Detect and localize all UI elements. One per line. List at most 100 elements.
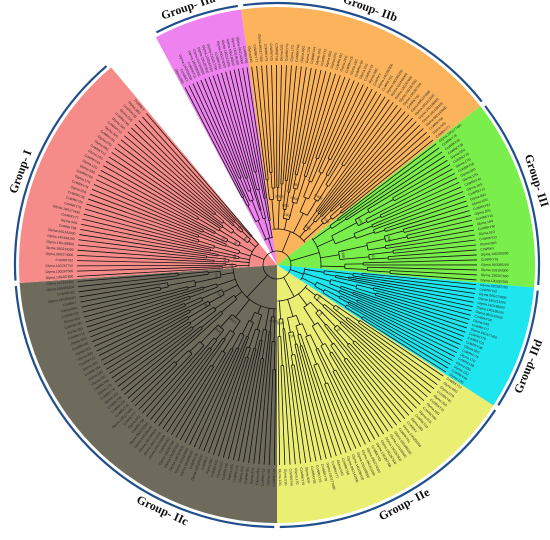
leaf-label: CcWRKY58: [474, 314, 492, 322]
leaf-label: Glyma.09G274000: [45, 252, 73, 257]
leaf-label: CcWRKY: [200, 455, 209, 470]
leaf-label: CcWRKY01: [481, 257, 499, 261]
leaf-label: Glyma.13G267700: [480, 283, 508, 290]
leaf-label: CcWRKY01: [186, 61, 197, 79]
leaf-label: Glyma.03G: [283, 469, 288, 486]
leaf-label: CcWRKY15: [475, 213, 493, 221]
leaf-label: Glyma.11G163300: [481, 268, 509, 273]
leaf-label: Glyma.20G: [474, 208, 492, 216]
support-value: 967: [232, 254, 237, 260]
leaf-label: Glyma.20G: [339, 55, 348, 72]
leaf-label: CcWRKY76: [285, 43, 290, 61]
leaf-label: CcWRKY15: [232, 465, 239, 483]
leaf-label: CcWRKY38: [67, 190, 85, 200]
leaf-label: CcWRKY38: [275, 43, 279, 61]
leaf-label: CcWRKY76: [299, 467, 305, 485]
support-value: 1000: [214, 326, 222, 334]
leaf-label: Glyma.17G: [455, 157, 472, 169]
leaf-label: Glyma.04G: [247, 46, 253, 63]
leaf-label: Glyma.03G: [460, 167, 477, 178]
leaf-label: Glyma.09G274000: [216, 41, 227, 69]
leaf-label: Glyma.06G142000: [48, 228, 76, 236]
leaf-label: Glyma.02G: [463, 344, 480, 354]
leaf-label: Glyma.01G: [358, 62, 369, 79]
support-value: 874: [214, 272, 219, 278]
support-value: 994: [335, 326, 342, 333]
support-value: 874: [334, 306, 341, 313]
leaf-label: Glyma.14G186100: [476, 305, 504, 315]
leaf-label: CcWRKY15: [67, 331, 85, 341]
leaf-label: CcWRKY90: [221, 462, 229, 480]
leaf-label: CcWRKY66: [295, 44, 301, 62]
leaf-label: Glyma.05G: [255, 468, 261, 485]
support-value: 994: [203, 301, 209, 308]
leaf-label: Glyma.15G186500: [46, 240, 74, 247]
leaf-label: CcWRKY62: [370, 445, 382, 463]
leaf-label: CcWRKY81: [72, 341, 90, 351]
leaf-label: Glyma.18G085200: [481, 263, 509, 267]
leaf-label: Glyma.19G177400: [257, 34, 263, 62]
leaf-label: Glyma.12G: [462, 172, 479, 183]
group-label-i: Group- I: [6, 147, 35, 195]
leaf-label: Glyma.11G163300: [46, 280, 74, 286]
leaf-label: Glyma.13G267500: [45, 269, 73, 274]
leaf-label: CcWRKY12: [261, 468, 266, 486]
leaf-label: CcWRKY77: [61, 212, 79, 220]
support-value: 0.935: [228, 316, 237, 324]
leaf-label: CcWRKY78: [320, 464, 328, 482]
leaf-label: Glyma.19G177400: [52, 204, 80, 215]
leaf-label: CcWRKY78: [469, 332, 487, 342]
leaf-label: Glyma.12G: [278, 469, 282, 486]
root-node: [262, 250, 292, 280]
leaf-label: CcWRKY44: [464, 177, 482, 188]
leaf-label: Glyma.15G186500: [477, 301, 505, 310]
leaf-label: CcWRKY33: [479, 235, 497, 241]
leaf-label: CcWRKY90: [477, 224, 495, 231]
leaf-label: CcWRKY33: [210, 459, 219, 477]
leaf-label: CcWRKY77: [253, 44, 259, 62]
leaf-label: CcWRKY12: [320, 48, 328, 66]
leaf-label: Glyma.10G: [82, 360, 99, 372]
support-value: 874: [236, 225, 243, 232]
leaf-label: Glyma.12G: [305, 46, 311, 64]
leaf-label: Glyma.08G: [205, 457, 214, 474]
leaf-label: CcWRKY15: [344, 56, 354, 74]
leaf-label: Glyma.12G: [453, 365, 470, 377]
support-value: 994: [293, 182, 299, 187]
leaf-label: Glyma.02G: [304, 467, 310, 485]
leaf-label: CcWRKY25: [269, 43, 273, 61]
leaf-label: Glyma.08G: [61, 306, 79, 314]
leaf-label: CcWRKY66: [457, 357, 475, 369]
support-value: 1000: [304, 223, 312, 231]
support-value: 912: [221, 235, 227, 242]
support-value: 1000: [277, 321, 285, 325]
leaf-label: Glyma.04G: [61, 218, 79, 225]
support-value: 1000: [281, 203, 289, 208]
group-arc-iie: [279, 409, 497, 529]
leaf-label: Glyma.07G: [330, 51, 338, 69]
support-value: 1000: [357, 217, 364, 226]
leaf-label: Glyma.01G: [63, 316, 81, 324]
group-arc-iib: [243, 1, 483, 103]
leaf-label: Glyma.10G: [315, 48, 322, 66]
leaf-label: CcWRKY58: [242, 46, 249, 64]
leaf-label: CcWRKY38: [310, 466, 317, 484]
leaf-label: Glyma.16G: [227, 463, 235, 481]
leaf-label: Glyma.18G213200: [221, 39, 231, 67]
leaf-label: CcWRKY90: [64, 321, 82, 330]
leaf-label: CcWRKY62: [479, 287, 497, 293]
leaf-label: Glyma.08G: [480, 241, 497, 247]
leaf-label: CcWRKY66: [288, 468, 293, 486]
leaf-label: Glyma.03G: [455, 361, 472, 373]
leaf-label: CcWRKY78: [264, 44, 269, 62]
leaf-label: Glyma.07G: [249, 467, 255, 484]
leaf-label: Glyma.06G142000: [235, 36, 244, 64]
leaf-label: Glyma.04G: [336, 459, 345, 477]
support-value: 874: [371, 254, 375, 260]
support-value: 994: [230, 263, 234, 269]
leaf-label: Glyma.14G200200: [481, 251, 509, 256]
group-arc-i: [13, 65, 108, 281]
leaf-label: Glyma.09G274000: [479, 292, 507, 300]
leaf-label: Glyma.18G213200: [478, 296, 506, 305]
